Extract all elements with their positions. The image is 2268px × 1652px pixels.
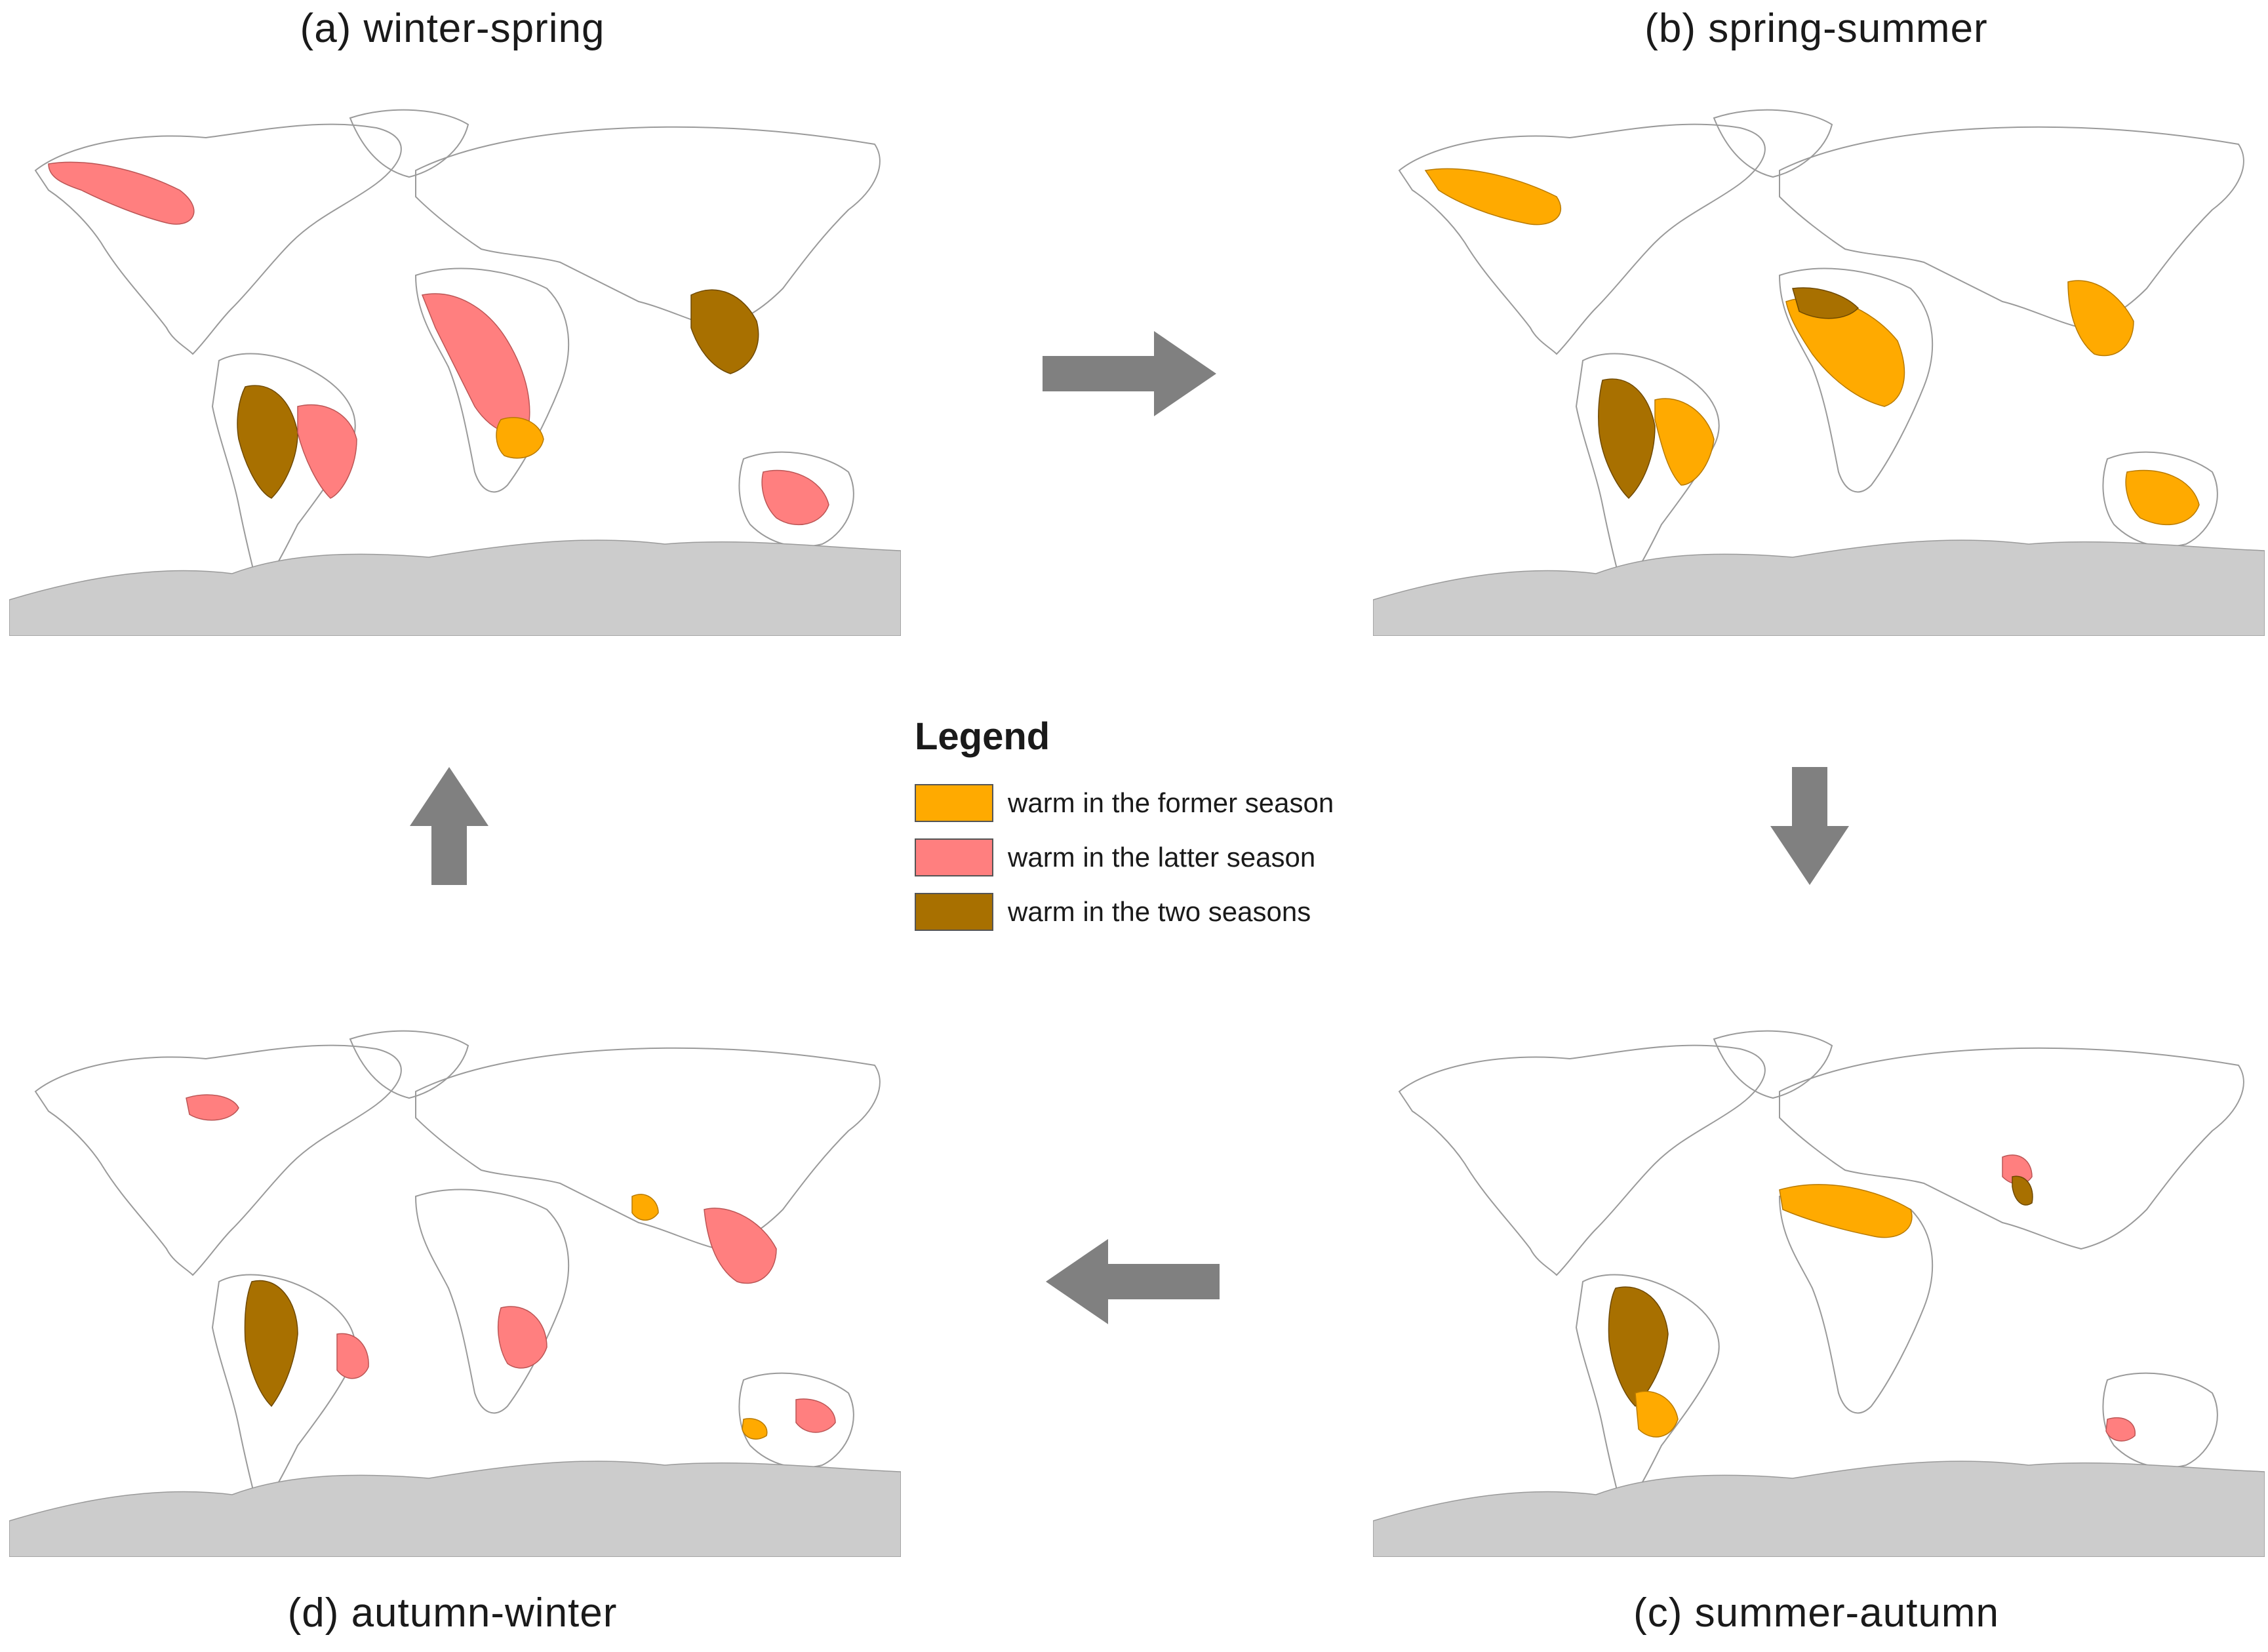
region-latter-southeast-asia [704, 1208, 777, 1284]
region-former-south-america [1654, 398, 1715, 486]
region-former-north-america [1424, 168, 1561, 226]
legend: Legend warm in the former season warm in… [915, 715, 1374, 939]
region-two-southeast-asia [690, 289, 759, 374]
region-former-south-america [1635, 1390, 1679, 1438]
legend-swatch-former [915, 783, 993, 822]
region-latter-south-asia [2002, 1154, 2033, 1185]
arrow-left-icon [1046, 1239, 1220, 1324]
region-latter-south-america [297, 404, 357, 499]
arrow-down-icon [1770, 767, 1849, 885]
region-latter-south-america [336, 1333, 369, 1379]
region-former-southern-africa [496, 417, 544, 459]
region-latter-australia [795, 1398, 836, 1433]
legend-item: warm in the two seasons [915, 884, 1374, 939]
map-spring-summer [1373, 92, 2265, 636]
map-autumn-winter [9, 1013, 901, 1557]
legend-swatch-latter [915, 838, 993, 876]
region-two-south-asia [2012, 1175, 2033, 1206]
region-two-africa [1792, 287, 1860, 319]
panel-d-title: (d) autumn-winter [287, 1590, 618, 1636]
legend-item: warm in the former season [915, 776, 1374, 830]
region-two-south-america [237, 385, 298, 499]
region-latter-southern-africa [497, 1306, 547, 1369]
panel-a-title: (a) winter-spring [300, 6, 605, 51]
panel-c-title: (c) summer-autumn [1633, 1590, 1999, 1636]
legend-title: Legend [915, 715, 1050, 758]
region-two-south-america [244, 1280, 298, 1407]
legend-label-former: warm in the former season [1008, 787, 1334, 818]
region-former-africa [1779, 1184, 1913, 1238]
legend-label-latter: warm in the latter season [1008, 841, 1316, 873]
region-latter-australia [2105, 1417, 2136, 1442]
map-winter-spring [9, 92, 901, 636]
region-two-south-america [1598, 378, 1656, 500]
region-former-south-asia [631, 1194, 659, 1221]
region-latter-australia [761, 469, 829, 526]
region-former-australia [742, 1418, 768, 1440]
map-summer-autumn [1373, 1013, 2265, 1557]
region-former-southeast-asia [2067, 280, 2134, 357]
panel-b-title: (b) spring-summer [1644, 6, 1988, 51]
region-former-australia [2125, 469, 2200, 526]
region-latter-north-america [48, 161, 195, 225]
legend-swatch-two [915, 892, 993, 931]
arrow-up-icon [410, 767, 488, 885]
region-latter-north-pacific [186, 1094, 239, 1121]
arrow-right-icon [1043, 331, 1216, 416]
legend-label-two: warm in the two seasons [1008, 895, 1311, 927]
legend-item: warm in the latter season [915, 830, 1374, 884]
